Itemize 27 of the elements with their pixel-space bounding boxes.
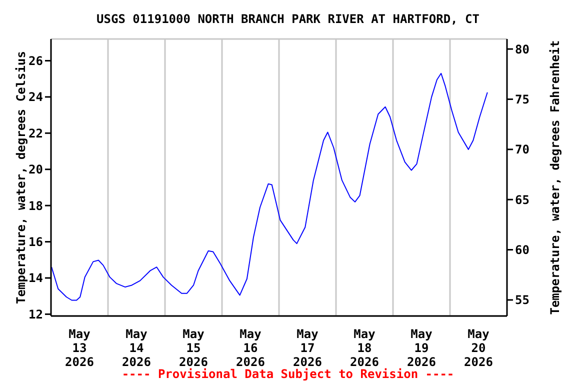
y-tick-label: 20 — [28, 162, 43, 177]
y-tick-label: 16 — [28, 235, 43, 250]
y2-tick-label: 60 — [515, 243, 530, 258]
y2-tick-label: 70 — [515, 142, 530, 157]
x-tick-label: May 19 2026 — [407, 327, 436, 369]
x-tick-label: May 15 2026 — [179, 327, 208, 369]
x-tick-label: May 18 2026 — [350, 327, 379, 369]
chart-title: USGS 01191000 NORTH BRANCH PARK RIVER AT HARTFORD, CT — [96, 12, 480, 26]
text: ---- Provisional Data Subject to Revision ---- — [122, 367, 454, 381]
y2-tick-label: 55 — [515, 293, 530, 308]
x-tick-label: May 14 2026 — [122, 327, 151, 369]
y-tick-label: 22 — [28, 126, 43, 140]
y-axis-title: Temperature, water, degrees Celsius — [14, 51, 28, 304]
y-tick-label: 24 — [28, 90, 43, 104]
y-tick-label: 18 — [28, 198, 43, 213]
y2-tick-label: 75 — [515, 92, 530, 106]
x-tick-label: May 16 2026 — [236, 327, 265, 369]
y2-tick-label: 80 — [515, 42, 530, 56]
y-tick-label: 14 — [28, 271, 43, 286]
line-series — [51, 72, 488, 301]
y2-axis-title: Temperature, water, degrees Fahrenheit — [548, 40, 562, 315]
y-tick-label: 26 — [28, 54, 43, 68]
x-tick-label: May 17 2026 — [293, 327, 322, 369]
x-tick-label: May 20 2026 — [464, 327, 493, 369]
y2-tick-label: 65 — [515, 192, 530, 207]
x-tick-label: May 13 2026 — [65, 327, 94, 369]
y-tick-label: 12 — [28, 307, 43, 322]
